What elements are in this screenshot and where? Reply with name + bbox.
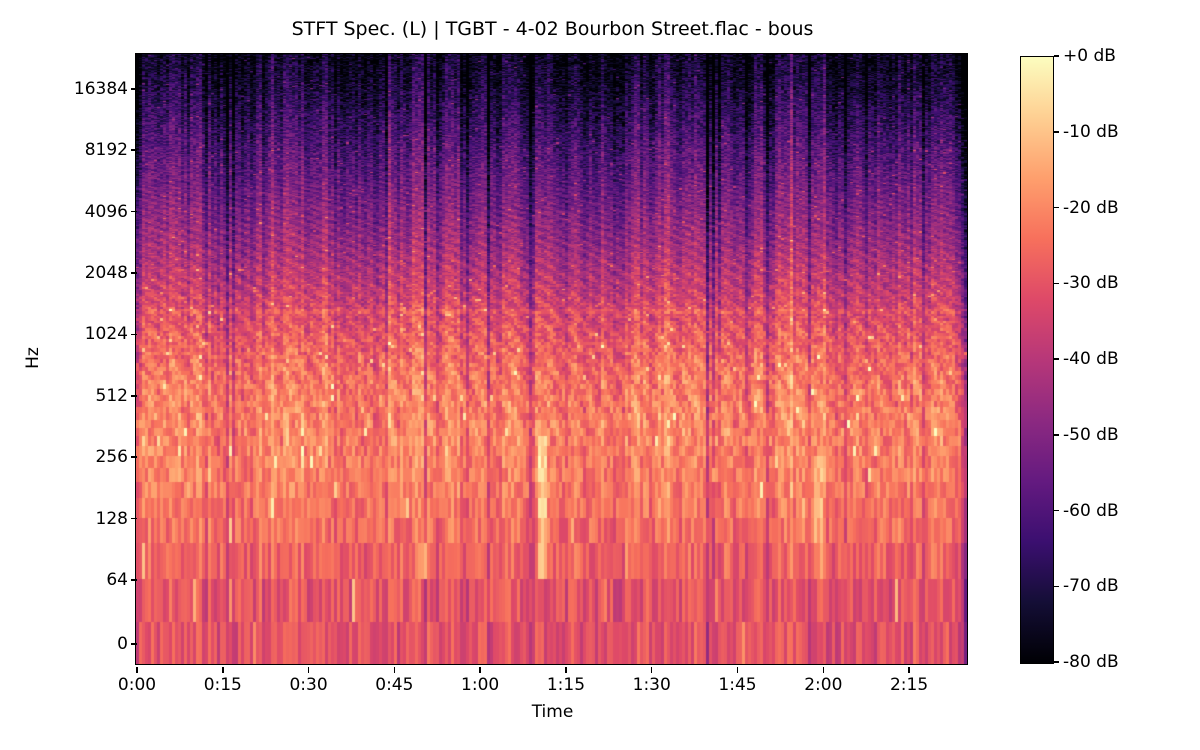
x-tick-mark [650,666,653,673]
x-tick-label: 2:15 [889,675,929,695]
colorbar-tick-mark [1053,585,1059,587]
y-tick-mark [131,88,137,90]
y-tick-label: 0 [117,633,128,654]
y-tick-label: 1024 [84,324,128,345]
y-tick-mark [131,643,137,645]
x-axis-label: Time [531,702,574,722]
x-tick-label: 0:00 [117,675,157,695]
x-tick-label: 0:15 [203,675,242,695]
colorbar-tick-mark [1053,282,1059,284]
colorbar-tick-label: +0 dB [1063,46,1116,66]
x-tick-label: 1:15 [546,675,586,695]
y-tick-mark [131,210,137,213]
colorbar-tick-label: -50 dB [1063,424,1119,445]
colorbar-tick-mark [1053,206,1059,209]
colorbar-tick-mark [1053,131,1059,133]
x-tick-mark [222,666,224,673]
y-tick-label: 8192 [84,140,128,161]
x-tick-mark [307,666,310,673]
colorbar-tick-label: -10 dB [1063,121,1119,142]
x-tick-mark [479,666,481,673]
y-tick-mark [131,272,137,274]
colorbar-tick-label: -20 dB [1063,197,1119,218]
x-tick-mark [908,666,910,673]
x-tick-label: 1:30 [632,675,671,695]
y-tick-mark [131,149,137,151]
y-tick-label: 16384 [73,78,128,99]
colorbar-tick-mark [1053,434,1059,436]
y-tick-label: 512 [95,385,128,406]
x-tick-mark [822,666,825,673]
plot-area [135,53,968,665]
x-tick-mark [565,666,567,673]
x-tick-label: 0:30 [289,675,328,695]
colorbar-tick-mark [1053,358,1059,360]
y-tick-label: 256 [95,447,128,468]
y-tick-mark [131,395,137,397]
y-tick-label: 128 [95,508,128,529]
x-tick-label: 0:45 [375,675,414,695]
colorbar-tick-mark [1053,509,1059,512]
colorbar-tick-label: -70 dB [1063,576,1119,597]
x-tick-mark [393,666,396,673]
y-tick-mark [131,517,137,520]
y-tick-label: 2048 [84,263,128,283]
x-tick-label: 2:00 [804,675,843,695]
colorbar-tick-mark [1053,55,1059,57]
colorbar-tick-label: -40 dB [1063,349,1119,369]
chart-title: STFT Spec. (L) | TGBT - 4-02 Bourbon Str… [291,18,814,40]
x-tick-label: 1:45 [718,675,757,695]
colorbar [1020,56,1054,664]
colorbar-tick-mark [1053,661,1059,663]
y-tick-mark [131,333,137,336]
colorbar-tick-label: -60 dB [1063,500,1119,521]
x-tick-label: 1:00 [461,675,500,695]
x-tick-mark [136,666,138,673]
y-tick-label: 4096 [84,201,128,222]
y-tick-label: 64 [106,570,128,590]
y-tick-mark [131,456,137,458]
spectrogram-canvas [136,54,967,664]
y-tick-mark [131,579,137,581]
colorbar-tick-label: -30 dB [1063,273,1119,294]
colorbar-tick-label: -80 dB [1063,652,1119,672]
x-tick-mark [736,666,739,673]
